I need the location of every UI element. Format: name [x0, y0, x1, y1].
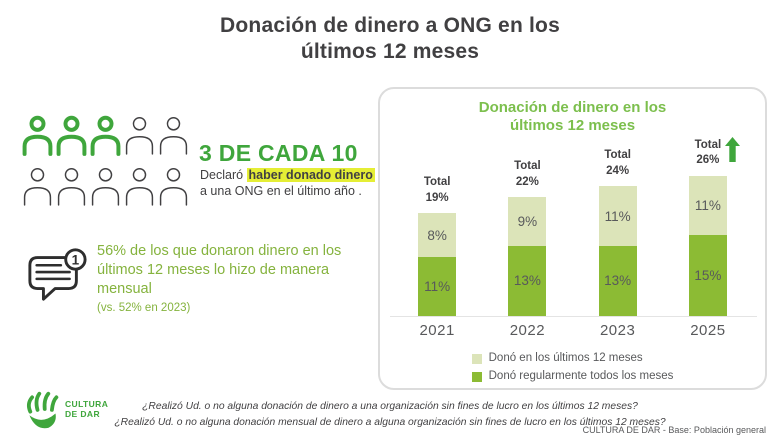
- declaration-text: Declaró haber donado dinero a una ONG en…: [200, 167, 375, 199]
- legend-swatch-icon: [471, 371, 482, 382]
- stacked-bar-2023: 11% 13%: [598, 186, 637, 316]
- total-value: 26%: [696, 154, 720, 167]
- logo-text: CULTURA DE DAR: [65, 399, 108, 419]
- total-label-2023: Total 24%: [604, 148, 631, 179]
- total-value: 22%: [515, 175, 539, 188]
- legend-item: Donó regularmente todos los meses: [471, 368, 674, 385]
- logo-text-line2: DE DAR: [65, 409, 100, 419]
- bar-column-2022: Total 22% 9% 13%: [483, 89, 571, 316]
- legend-label: Donó regularmente todos los meses: [488, 370, 674, 382]
- person-icon-highlighted: [90, 113, 124, 159]
- chart-title-line2: últimos 12 meses: [509, 117, 636, 134]
- total-value: 19%: [425, 191, 449, 204]
- bar-column-2021: Total 19% 8% 11%: [393, 89, 481, 316]
- bar-segment-last-12-months: 8%: [418, 213, 457, 257]
- legend-items: Donó en los últimos 12 meses Donó regular…: [471, 350, 674, 385]
- bar-segment-regular-monthly: 13%: [508, 245, 547, 316]
- monthly-note-subtext: (vs. 52% en 2023): [97, 301, 191, 314]
- person-icon: [124, 164, 158, 210]
- legend-label: Donó en los últimos 12 meses: [488, 352, 643, 364]
- monthly-note-text: 56% de los que donaron dinero en los últ…: [97, 243, 342, 297]
- bar-column-2025: Total 26% 11% 15%: [664, 89, 752, 316]
- total-word: Total: [514, 160, 541, 173]
- x-axis-label-2022: 2022: [509, 322, 546, 339]
- page-title-line2: últimos 12 meses: [300, 39, 480, 63]
- declaration-suffix: a una ONG en el último año .: [200, 184, 362, 198]
- survey-question-1: ¿Realizó Ud. o no alguna donación de din…: [142, 401, 638, 412]
- bar-plot: Total 19% 8% 11% Total 22% 9% 13% Total 24% 11% 13%…: [392, 89, 753, 316]
- total-value: 24%: [606, 164, 630, 177]
- big-stat: 3 DE CADA 10: [199, 140, 358, 166]
- person-icon: [158, 164, 192, 210]
- legend-swatch-icon: [471, 353, 482, 364]
- person-icon: [90, 164, 124, 210]
- cultura-de-dar-logo: CULTURA DE DAR: [24, 388, 108, 430]
- total-label-2021: Total 19%: [424, 175, 451, 206]
- stacked-bar-2025: 11% 15%: [688, 175, 727, 316]
- chart-legend: Donó en los últimos 12 meses Donó regular…: [380, 350, 765, 385]
- chart-title-line1: Donación de dinero en los: [478, 99, 667, 116]
- x-axis-line: [390, 316, 757, 317]
- chart-panel: Donación de dinero en los últimos 12 mes…: [378, 87, 767, 390]
- bar-segment-regular-monthly: 11%: [418, 256, 457, 316]
- people-pictogram: [22, 113, 192, 210]
- hand-icon: [26, 391, 59, 429]
- source-note: CULTURA DE DAR - Base: Población general: [582, 425, 766, 435]
- bar-column-2023: Total 24% 11% 13%: [574, 89, 662, 316]
- stacked-bar-2021: 8% 11%: [418, 213, 457, 316]
- chat-note-icon: 1: [26, 245, 88, 308]
- total-word: Total: [604, 149, 631, 162]
- bar-segment-regular-monthly: 15%: [688, 235, 727, 316]
- total-label-2025: Total 26%: [694, 136, 741, 169]
- survey-question-2: ¿Realizó Ud. o no alguna donación mensua…: [114, 416, 666, 428]
- x-axis-label-2023: 2023: [599, 322, 636, 339]
- page-title: Donación de dinero a ONG en los últimos …: [0, 13, 780, 64]
- bar-segment-last-12-months: 9%: [508, 197, 547, 246]
- x-axis-labels: 2021 2022 2023 2025: [392, 322, 753, 339]
- person-icon-highlighted: [22, 113, 56, 159]
- bar-segment-regular-monthly: 13%: [598, 245, 637, 316]
- total-word: Total: [423, 176, 451, 189]
- badge-circle: [64, 248, 87, 271]
- trend-up-arrow-icon: [725, 136, 741, 168]
- person-icon: [124, 113, 158, 159]
- legend-item: Donó en los últimos 12 meses: [471, 350, 643, 367]
- badge-number: 1: [72, 252, 80, 267]
- chart-title: Donación de dinero en los últimos 12 mes…: [380, 99, 765, 135]
- page-title-line1: Donación de dinero a ONG en los: [220, 14, 560, 37]
- bar-segment-last-12-months: 11%: [688, 175, 727, 235]
- person-icon: [56, 164, 90, 210]
- speech-bubble-icon: 1: [28, 248, 87, 301]
- survey-questions: ¿Realizó Ud. o no alguna donación de din…: [60, 399, 720, 431]
- declaration-prefix: Declaró: [200, 168, 247, 182]
- person-icon: [22, 164, 56, 210]
- bar-segment-last-12-months: 11%: [598, 186, 637, 246]
- monthly-note: 56% de los que donaron dinero en los últ…: [97, 242, 361, 315]
- total-word: Total: [694, 138, 722, 151]
- total-label-2022: Total 22%: [514, 159, 541, 190]
- x-axis-label-2021: 2021: [419, 322, 455, 339]
- logo-text-line1: CULTURA: [65, 398, 109, 409]
- x-axis-label-2025: 2025: [690, 322, 726, 339]
- person-icon: [158, 113, 192, 159]
- stacked-bar-2022: 9% 13%: [508, 197, 547, 316]
- declaration-highlight: haber donado dinero: [246, 168, 375, 182]
- person-icon-highlighted: [56, 113, 90, 159]
